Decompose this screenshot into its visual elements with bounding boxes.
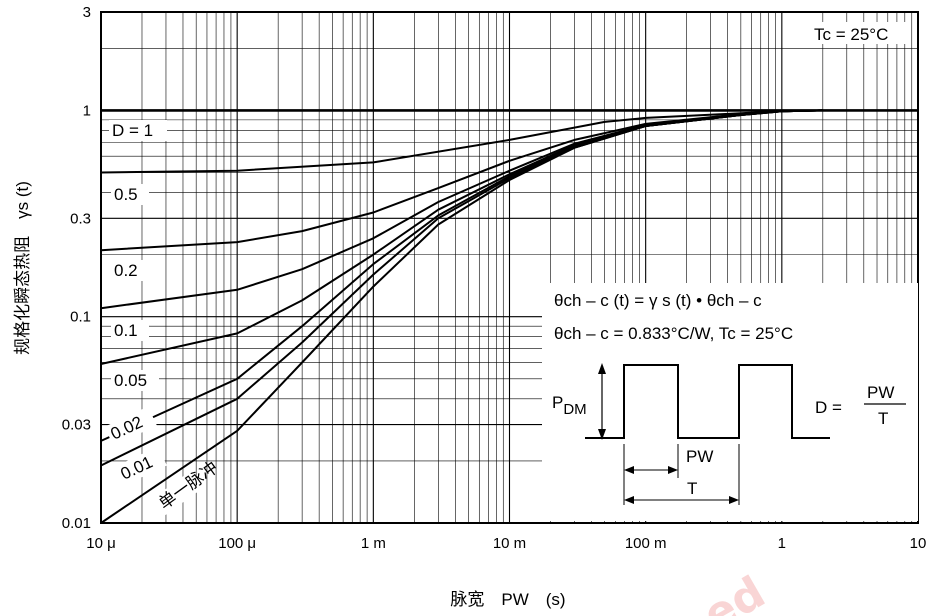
- y-tick-label: 0.01: [62, 515, 91, 532]
- y-tick-label: 0.03: [62, 417, 91, 434]
- x-tick-label: 100 μ: [218, 535, 256, 552]
- series-label-text: D = 1: [112, 121, 153, 140]
- series-lines: [100, 109, 918, 524]
- duty-left: D =: [815, 398, 842, 417]
- x-tick-label: 10 μ: [86, 535, 116, 552]
- x-tick-label: 10 m: [493, 535, 526, 552]
- plot-frame: [100, 11, 919, 524]
- series-label-4: 0.05: [111, 370, 159, 391]
- y-tick-label: 3: [83, 4, 91, 21]
- pdm-arrow-head-bottom: [598, 429, 606, 440]
- series-label-bg: [114, 446, 167, 486]
- formula-line-1: θch – c (t) = γ s (t) • θch – c: [554, 291, 762, 310]
- formula-box: θch – c (t) = γ s (t) • θch – c θch – c …: [542, 283, 918, 521]
- t-arrow-head-left: [624, 496, 634, 504]
- series-label-text: 0.1: [114, 321, 138, 340]
- series-label-2: 0.2: [111, 260, 149, 281]
- y-tick-label: 1: [83, 102, 91, 119]
- pw-arrow-head-right: [668, 466, 678, 474]
- series-label-5: 0.02: [104, 406, 157, 446]
- x-tick-label: 100 m: [625, 535, 667, 552]
- series-label-0: D = 1: [109, 120, 167, 141]
- y-tick-label: 0.3: [70, 210, 91, 227]
- series-label-text: 0.5: [114, 185, 138, 204]
- series-label-bg: [111, 260, 149, 281]
- series-label-6: 0.01: [114, 446, 167, 486]
- x-tick-labels: 10 μ 100 μ 1 m 10 m 100 m 1 10: [86, 535, 926, 552]
- pdm-arrow-head-top: [598, 363, 606, 374]
- series-labels: D = 10.50.20.10.050.020.01 单一脉冲: [104, 120, 221, 516]
- x-tick-label: 1: [778, 535, 786, 552]
- y-tick-labels: 0.01 0.03 0.1 0.3 1 3: [62, 4, 91, 532]
- series-label-text: 0.05: [114, 371, 147, 390]
- tc-annotation: Tc = 25°C: [814, 25, 888, 44]
- pw-label: PW: [686, 447, 713, 466]
- pulse-waveform: [585, 364, 830, 439]
- series-label-bg: [111, 184, 149, 205]
- x-tick-label: 10: [910, 535, 927, 552]
- x-tick-label: 1 m: [361, 535, 386, 552]
- series-label-bg: [104, 406, 157, 446]
- series-label-1: 0.5: [111, 184, 149, 205]
- series-line-2: [100, 109, 823, 252]
- pw-arrow-head-left: [624, 466, 634, 474]
- y-axis-title: 规格化瞬态热阻 γs (t): [13, 181, 32, 355]
- series-label-text: 0.2: [114, 261, 138, 280]
- series-label-bg: [152, 470, 204, 516]
- series-label-3: 0.1: [111, 320, 149, 341]
- duty-denominator: T: [878, 409, 888, 428]
- x-axis-title: 脉宽 PW (s): [450, 590, 565, 609]
- y-tick-label: 0.1: [70, 309, 91, 326]
- pdm-label: PDM: [552, 393, 587, 418]
- formula-box-bg: [542, 283, 918, 521]
- formula-line-2: θch – c = 0.833°C/W, Tc = 25°C: [554, 324, 793, 343]
- duty-numerator: PW: [867, 383, 894, 402]
- series-label-bg: [111, 370, 159, 391]
- watermark: ed: [695, 567, 774, 616]
- series-label-bg: [109, 120, 167, 141]
- t-label: T: [687, 479, 697, 498]
- tc-annotation-bg: [806, 22, 910, 44]
- series-label-bg: [111, 320, 149, 341]
- series-line-7: [100, 109, 823, 524]
- t-arrow-head-right: [729, 496, 739, 504]
